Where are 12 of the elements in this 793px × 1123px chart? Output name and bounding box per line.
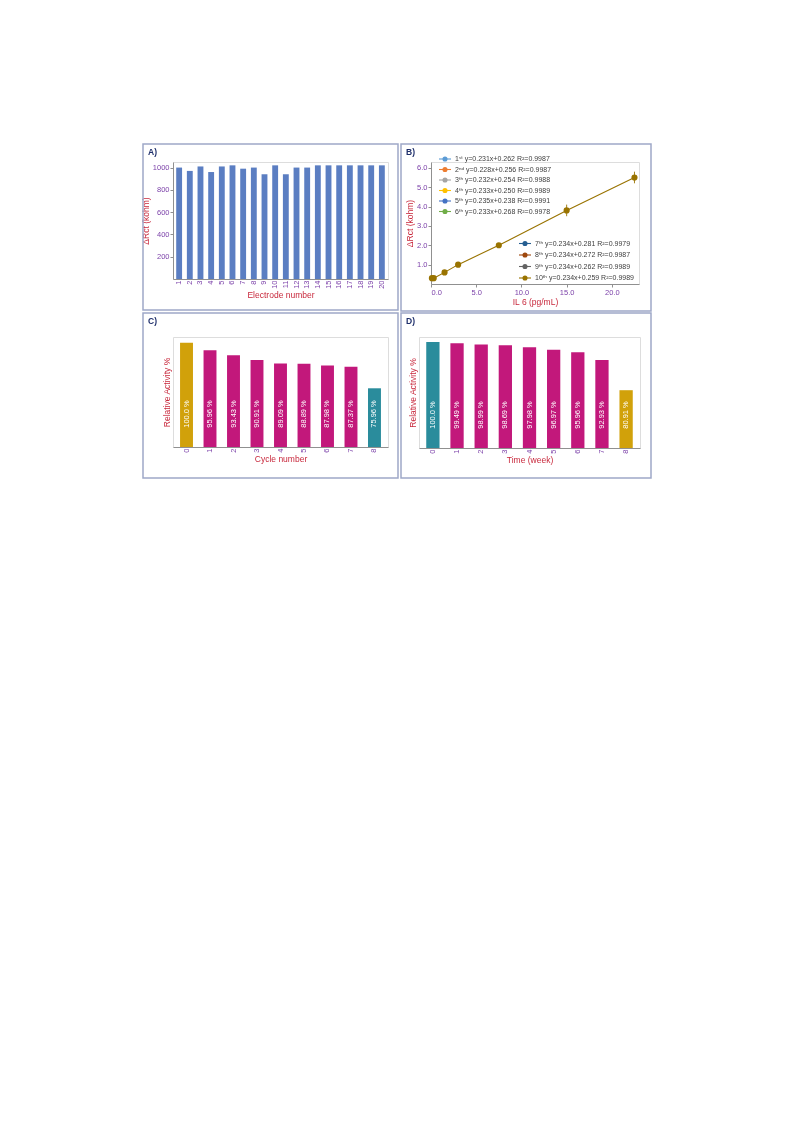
chart-title: D) bbox=[406, 316, 416, 326]
x-axis-title: IL 6 (pg/mL) bbox=[512, 297, 559, 307]
y-axis-title: Relative Activity % bbox=[161, 357, 172, 428]
y-axis-title: Relative Activity % bbox=[407, 357, 418, 428]
chart-title: C) bbox=[148, 316, 158, 326]
chart-title: B) bbox=[406, 147, 416, 157]
x-axis-title: Cycle number bbox=[254, 453, 308, 464]
x-axis-title: Electrode number bbox=[247, 289, 315, 300]
y-axis-title: ΔRct (kohm) bbox=[405, 199, 416, 248]
x-axis-title: Time (week) bbox=[506, 454, 554, 465]
y-axis-title: ΔRct (kohm) bbox=[140, 197, 151, 245]
chart-title: A) bbox=[148, 147, 158, 157]
